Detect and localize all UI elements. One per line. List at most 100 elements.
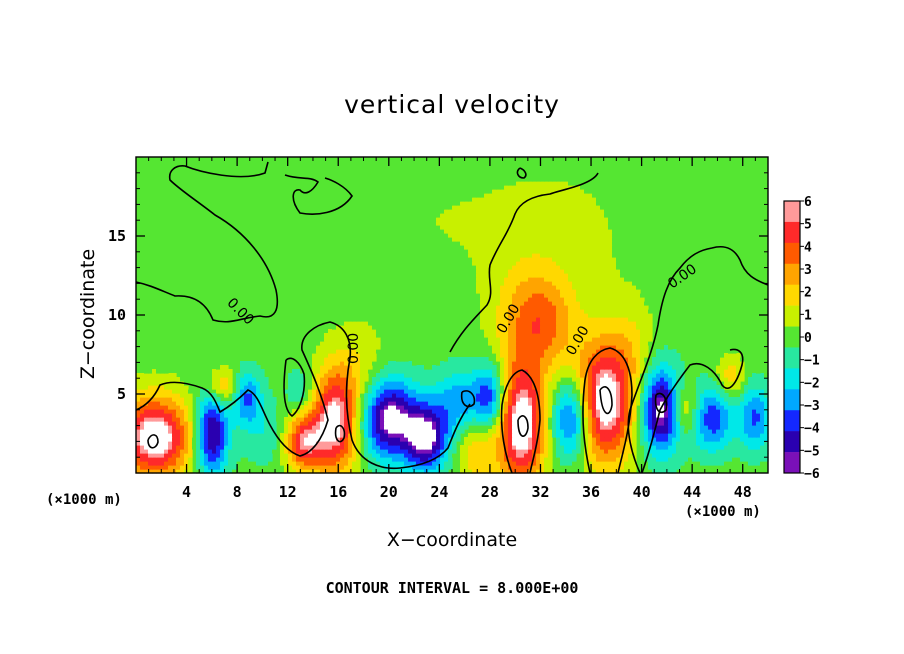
field-cell	[304, 469, 309, 474]
field-cell	[332, 345, 337, 350]
field-cell	[540, 329, 545, 334]
field-cell	[236, 401, 241, 406]
field-cell	[652, 421, 657, 426]
field-cell	[268, 409, 273, 414]
field-cell	[672, 365, 677, 370]
field-cell	[556, 405, 561, 410]
field-cell	[628, 381, 633, 386]
field-cell	[756, 441, 761, 446]
field-cell	[140, 449, 145, 454]
field-cell	[692, 409, 697, 414]
field-cell	[408, 373, 413, 378]
field-cell	[512, 357, 517, 362]
field-cell	[608, 433, 613, 438]
field-cell	[412, 429, 417, 434]
field-cell	[756, 445, 761, 450]
field-cell	[700, 449, 705, 454]
field-cell	[580, 297, 585, 302]
field-cell	[228, 429, 233, 434]
field-cell	[604, 369, 609, 374]
field-cell	[304, 409, 309, 414]
field-cell	[460, 377, 465, 382]
field-cell	[692, 437, 697, 442]
field-cell	[632, 409, 637, 414]
field-cell	[676, 401, 681, 406]
field-cell	[540, 441, 545, 446]
field-cell	[604, 405, 609, 410]
field-cell	[588, 273, 593, 278]
field-cell	[364, 445, 369, 450]
field-cell	[188, 397, 193, 402]
field-cell	[364, 349, 369, 354]
field-cell	[696, 425, 701, 430]
field-cell	[536, 409, 541, 414]
field-cell	[672, 401, 677, 406]
field-cell	[668, 445, 673, 450]
field-cell	[700, 389, 705, 394]
field-cell	[512, 369, 517, 374]
field-cell	[508, 425, 513, 430]
field-cell	[624, 413, 629, 418]
field-cell	[436, 389, 441, 394]
field-cell	[368, 333, 373, 338]
field-cell	[440, 433, 445, 438]
field-cell	[520, 313, 525, 318]
field-cell	[476, 393, 481, 398]
field-cell	[708, 405, 713, 410]
field-cell	[532, 297, 537, 302]
field-cell	[628, 285, 633, 290]
field-cell	[168, 377, 173, 382]
field-cell	[560, 285, 565, 290]
field-cell	[700, 433, 705, 438]
field-cell	[352, 389, 357, 394]
field-cell	[380, 401, 385, 406]
field-cell	[536, 417, 541, 422]
field-cell	[444, 385, 449, 390]
field-cell	[476, 289, 481, 294]
field-cell	[184, 417, 189, 422]
field-cell	[148, 469, 153, 474]
field-cell	[724, 413, 729, 418]
field-cell	[540, 449, 545, 454]
field-cell	[584, 317, 589, 322]
field-cell	[676, 421, 681, 426]
field-cell	[524, 317, 529, 322]
field-cell	[716, 437, 721, 442]
field-cell	[480, 285, 485, 290]
field-cell	[156, 429, 161, 434]
field-cell	[668, 365, 673, 370]
field-cell	[704, 405, 709, 410]
field-cell	[232, 449, 237, 454]
field-cell	[528, 329, 533, 334]
field-cell	[476, 389, 481, 394]
field-cell	[724, 421, 729, 426]
field-cell	[748, 381, 753, 386]
field-cell	[232, 445, 237, 450]
field-cell	[408, 433, 413, 438]
field-cell	[564, 305, 569, 310]
field-cell	[220, 429, 225, 434]
field-cell	[604, 393, 609, 398]
field-cell	[508, 445, 513, 450]
field-cell	[608, 461, 613, 466]
field-cell	[716, 385, 721, 390]
field-cell	[560, 401, 565, 406]
field-cell	[516, 353, 521, 358]
field-cell	[408, 381, 413, 386]
field-cell	[380, 389, 385, 394]
field-cell	[504, 325, 509, 330]
field-cell	[472, 457, 477, 462]
field-cell	[356, 385, 361, 390]
field-cell	[652, 361, 657, 366]
field-cell	[480, 433, 485, 438]
field-cell	[576, 405, 581, 410]
field-cell	[512, 329, 517, 334]
field-cell	[212, 425, 217, 430]
field-cell	[644, 401, 649, 406]
field-cell	[484, 373, 489, 378]
field-cell	[356, 465, 361, 470]
field-cell	[532, 413, 537, 418]
field-cell	[704, 441, 709, 446]
field-cell	[640, 317, 645, 322]
field-cell	[532, 445, 537, 450]
